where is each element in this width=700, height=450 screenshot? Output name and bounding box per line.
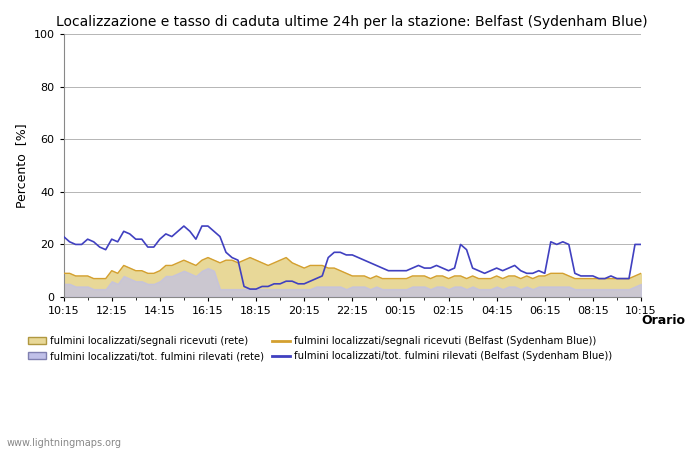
- Title: Localizzazione e tasso di caduta ultime 24h per la stazione: Belfast (Sydenham B: Localizzazione e tasso di caduta ultime …: [57, 15, 648, 29]
- Legend: fulmini localizzati/segnali ricevuti (rete), fulmini localizzati/tot. fulmini ri: fulmini localizzati/segnali ricevuti (re…: [28, 336, 612, 361]
- Text: www.lightningmaps.org: www.lightningmaps.org: [7, 438, 122, 448]
- Y-axis label: Percento  [%]: Percento [%]: [15, 123, 28, 208]
- Text: Orario: Orario: [641, 314, 685, 327]
